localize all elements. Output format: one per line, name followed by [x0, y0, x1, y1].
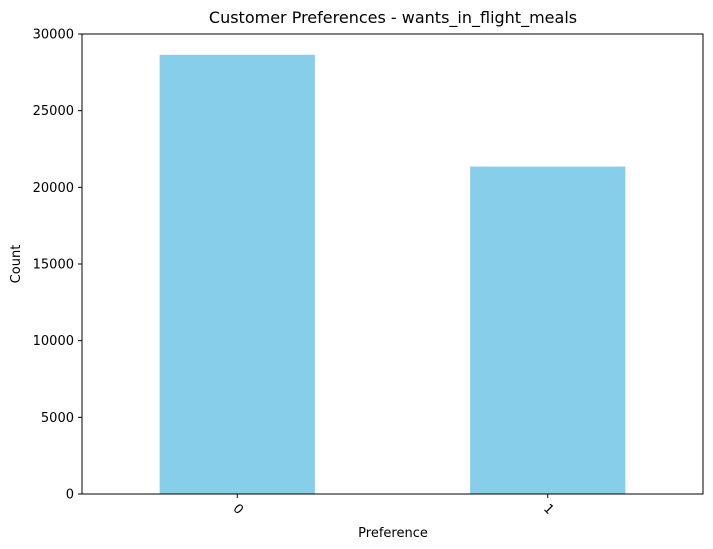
chart-title: Customer Preferences - wants_in_flight_m… — [209, 8, 577, 28]
y-tick-label-15000: 15000 — [33, 258, 74, 273]
bars-group — [159, 54, 626, 494]
y-tick-label-20000: 20000 — [33, 181, 74, 196]
y-tick-label-25000: 25000 — [33, 104, 74, 119]
y-tick-label-5000: 5000 — [41, 411, 74, 426]
y-axis-label: Count — [9, 245, 24, 284]
y-axis: 0 5000 10000 15000 20000 25000 30000 — [33, 28, 82, 503]
y-tick-label-10000: 10000 — [33, 334, 74, 349]
bar-0 — [159, 54, 315, 494]
y-tick-label-0: 0 — [66, 488, 74, 503]
bar-1 — [470, 166, 626, 494]
x-axis-label: Preference — [358, 526, 428, 541]
plot-frame — [81, 33, 704, 495]
y-tick-label-30000: 30000 — [33, 28, 74, 43]
